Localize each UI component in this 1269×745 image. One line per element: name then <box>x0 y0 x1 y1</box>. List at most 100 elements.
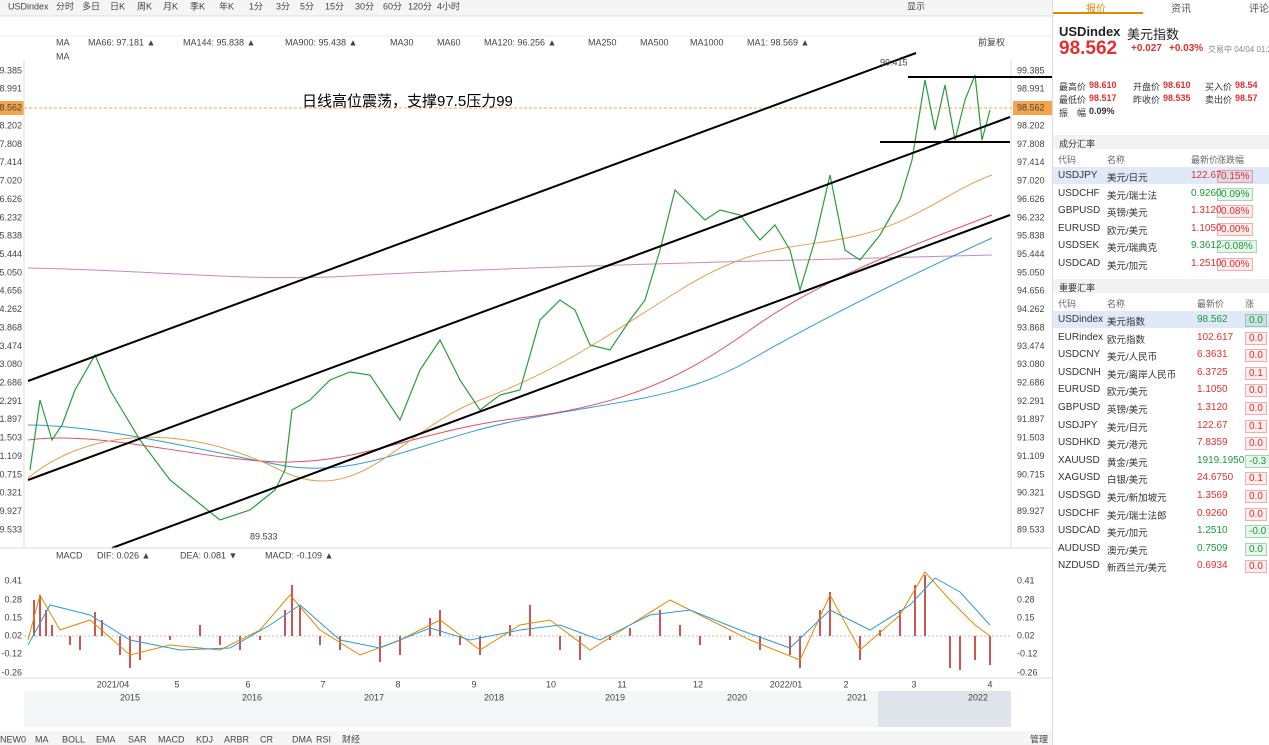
row-code[interactable]: USDCHF <box>1058 507 1100 519</box>
row-name[interactable]: 美元/加元 <box>1107 261 1148 272</box>
row-name[interactable]: 欧元/美元 <box>1107 387 1148 399</box>
price-label: 97.414 <box>0 157 22 167</box>
period-tab[interactable]: 1分 <box>249 1 263 11</box>
row-change: 0.0 <box>1245 507 1267 521</box>
navigator-label: 2016 <box>242 692 262 702</box>
row-name[interactable]: 美元指数 <box>1107 317 1146 328</box>
price-label: 97.808 <box>0 139 22 149</box>
price-label: 90.715 <box>1017 469 1045 479</box>
period-tab[interactable]: 年K <box>219 0 234 11</box>
row-change: 0.0 <box>1245 437 1267 451</box>
row-change: 0.0 <box>1245 560 1267 574</box>
row-code[interactable]: EURUSD <box>1058 384 1101 396</box>
panel-tab[interactable]: 资讯 <box>1171 4 1191 15</box>
row-code[interactable]: USDindex <box>1058 314 1104 325</box>
period-tab[interactable]: 5分 <box>300 1 314 11</box>
period-tab[interactable]: 月K <box>163 1 178 11</box>
indicator-tab[interactable]: EMA <box>96 734 116 744</box>
adjust-menu[interactable]: 前复权 <box>978 36 1005 47</box>
period-tab[interactable]: 日K <box>110 1 125 11</box>
period-tab[interactable]: 120分 <box>408 1 432 11</box>
row-code[interactable]: USDCAD <box>1058 525 1101 537</box>
time-label: 9 <box>471 679 476 689</box>
navigator-label: 2022 <box>968 692 988 702</box>
row-name[interactable]: 欧元/美元 <box>1107 225 1148 237</box>
period-tab[interactable]: 15分 <box>325 1 344 11</box>
period-tab[interactable]: 多日 <box>82 0 100 11</box>
period-tab[interactable]: 4小时 <box>437 0 460 11</box>
panel-tab[interactable]: 报价 <box>1086 4 1106 15</box>
indicator-tab[interactable]: NEW0 <box>0 734 26 744</box>
period-tab[interactable]: 60分 <box>383 1 402 11</box>
row-code[interactable]: GBPUSD <box>1058 402 1101 413</box>
row-code[interactable]: GBPUSD <box>1058 205 1101 217</box>
row-name[interactable]: 英镑/美元 <box>1107 208 1148 220</box>
row-code[interactable]: EURUSD <box>1058 222 1101 234</box>
indicator-tab[interactable]: RSI <box>316 734 331 744</box>
indicator-tab[interactable]: DMA <box>292 734 312 744</box>
row-name[interactable]: 美元/港元 <box>1107 440 1148 452</box>
row-name[interactable]: 美元/人民币 <box>1107 352 1158 364</box>
row-name[interactable]: 黄金/美元 <box>1107 457 1148 469</box>
period-tab[interactable]: 季K <box>190 0 205 11</box>
row-code[interactable]: AUDUSD <box>1058 542 1101 554</box>
row-code[interactable]: USDCHF <box>1058 187 1100 199</box>
period-tab[interactable]: 周K <box>137 1 152 11</box>
time-label: 8 <box>395 679 400 689</box>
row-code[interactable]: USDJPY <box>1058 419 1098 431</box>
row-code[interactable]: XAGUSD <box>1058 472 1101 484</box>
indicator-tab[interactable]: MA <box>35 734 49 744</box>
row-name[interactable]: 美元/日元 <box>1107 173 1148 184</box>
row-code[interactable]: USDCNH <box>1058 366 1101 378</box>
indicator-tab[interactable]: SAR <box>128 734 147 744</box>
row-name[interactable]: 美元/瑞典克 <box>1107 243 1158 255</box>
indicator-tab[interactable]: CR <box>260 734 273 744</box>
period-tab[interactable]: 分时 <box>56 0 74 11</box>
stat-label: 振 幅 <box>1059 108 1087 118</box>
indicator-tab[interactable]: KDJ <box>196 734 213 744</box>
row-name[interactable]: 美元/加元 <box>1107 528 1148 540</box>
ma-value: MA66: 97.181 ▲ <box>88 37 155 47</box>
row-name[interactable]: 白银/美元 <box>1107 475 1148 487</box>
manage-button[interactable]: 管理 <box>1030 733 1048 744</box>
indicator-tab[interactable]: BOLL <box>62 734 85 744</box>
price-label: 94.262 <box>1017 304 1045 314</box>
indicator-tab[interactable]: ARBR <box>224 734 250 744</box>
row-name[interactable]: 欧元指数 <box>1107 334 1146 346</box>
symbol[interactable]: USDindex <box>8 1 49 11</box>
row-name[interactable]: 美元/瑞士法 <box>1107 190 1158 202</box>
indicator-tab[interactable]: MACD <box>158 734 185 744</box>
period-tab[interactable]: 30分 <box>355 1 374 11</box>
row-code[interactable]: USDJPY <box>1058 170 1098 181</box>
row-name[interactable]: 美元/瑞士法郎 <box>1107 510 1167 522</box>
display-menu[interactable]: 显示 <box>907 1 925 11</box>
row-name[interactable]: 美元/新加坡元 <box>1107 493 1167 504</box>
price-label: 97.020 <box>1017 176 1045 186</box>
ma-line <box>27 254 993 279</box>
row-code[interactable]: USDCNY <box>1058 349 1101 361</box>
row-code[interactable]: USDHKD <box>1058 437 1101 449</box>
current-price: 98.562 <box>1017 102 1045 112</box>
row-code[interactable]: XAUUSD <box>1058 454 1100 466</box>
row-code[interactable]: NZDUSD <box>1058 560 1100 572</box>
row-code[interactable]: USDCAD <box>1058 258 1101 269</box>
row-code[interactable]: EURindex <box>1058 331 1104 343</box>
row-code[interactable]: USDSEK <box>1058 240 1100 252</box>
row-name[interactable]: 英镑/美元 <box>1107 405 1148 416</box>
panel-tab[interactable]: 评论 <box>1249 4 1269 15</box>
row-price: 0.7509 <box>1197 542 1228 554</box>
navigator <box>24 691 1011 727</box>
period-tab[interactable]: 3分 <box>276 1 290 11</box>
ma-label: MA <box>56 51 70 61</box>
table-header: 名称 <box>1107 299 1126 309</box>
row-name[interactable]: 美元/日元 <box>1107 422 1148 434</box>
row-name[interactable]: 澳元/美元 <box>1107 545 1148 557</box>
row-price: 0.6934 <box>1197 560 1228 572</box>
row-name[interactable]: 美元/离岸人民币 <box>1107 369 1175 381</box>
indicator-tab[interactable]: 财经 <box>342 733 360 744</box>
price-label: 96.232 <box>1017 212 1045 222</box>
macd-axis-label: 0.15 <box>1017 612 1035 622</box>
row-name[interactable]: 新西兰元/美元 <box>1107 563 1167 575</box>
row-price: 6.3631 <box>1197 349 1228 361</box>
row-code[interactable]: USDSGD <box>1058 490 1101 501</box>
